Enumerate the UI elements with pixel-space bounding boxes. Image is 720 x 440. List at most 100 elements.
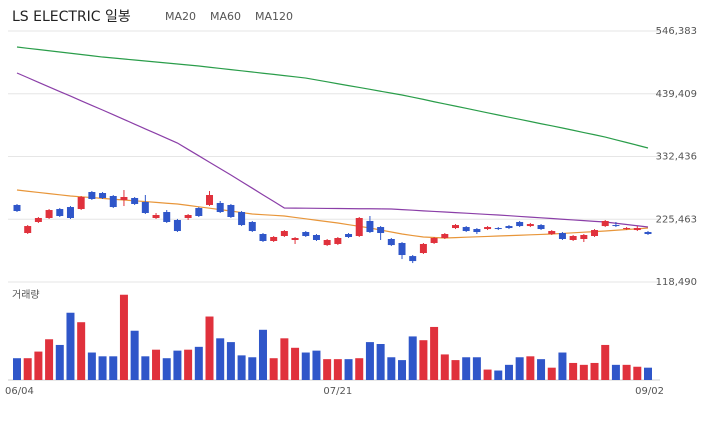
volume-bar bbox=[130, 330, 139, 380]
volume-bar bbox=[611, 364, 620, 380]
volume-bar bbox=[344, 359, 353, 380]
volume-bar bbox=[355, 358, 364, 380]
candle-body bbox=[216, 202, 224, 213]
volume-bar bbox=[291, 347, 300, 380]
volume-bar bbox=[141, 356, 150, 380]
volume-bar bbox=[205, 316, 214, 380]
volume-bar bbox=[483, 369, 492, 380]
candle-body bbox=[206, 195, 214, 205]
x-tick-label: 09/02 bbox=[635, 386, 664, 397]
volume-bar bbox=[248, 357, 257, 380]
volume-bar bbox=[66, 312, 75, 380]
volume-bar bbox=[494, 370, 503, 380]
candle-body bbox=[334, 237, 342, 244]
volume-bar bbox=[376, 344, 385, 380]
volume-bar bbox=[472, 357, 481, 380]
candle-body bbox=[163, 212, 171, 222]
candle-body bbox=[66, 207, 74, 218]
candle-body bbox=[430, 237, 438, 243]
candle-body bbox=[355, 217, 363, 237]
volume-bar bbox=[152, 349, 161, 380]
volume-bar bbox=[622, 364, 631, 380]
volume-bar bbox=[430, 326, 439, 380]
candle-body bbox=[409, 256, 417, 262]
candle-body bbox=[345, 234, 353, 238]
volume-bar bbox=[547, 367, 556, 380]
volume-bar bbox=[173, 350, 182, 380]
candle-body bbox=[526, 224, 534, 227]
volume-bar bbox=[87, 352, 96, 380]
candle-body bbox=[558, 233, 566, 239]
candle-body bbox=[88, 192, 96, 199]
x-tick-label: 07/21 bbox=[323, 386, 352, 397]
volume-bar bbox=[558, 352, 567, 380]
volume-bar bbox=[644, 367, 652, 380]
volume-bar bbox=[440, 354, 449, 380]
candle-body bbox=[109, 195, 117, 208]
volume-bar bbox=[515, 357, 524, 380]
y-tick-label: 118,490 bbox=[656, 277, 697, 288]
candle-body bbox=[302, 232, 310, 237]
candle-body bbox=[184, 215, 192, 218]
volume-bar bbox=[579, 364, 588, 380]
volume-bar bbox=[312, 350, 321, 380]
candle-body bbox=[633, 228, 641, 231]
volume-bar bbox=[451, 360, 460, 380]
candle-body bbox=[419, 243, 427, 254]
candle-body bbox=[387, 238, 395, 246]
ma-line bbox=[16, 46, 649, 149]
candle-body bbox=[291, 237, 299, 240]
volume-bar bbox=[462, 357, 471, 380]
ma-line bbox=[16, 72, 649, 228]
candle-body bbox=[120, 196, 128, 200]
volume-bar bbox=[569, 362, 578, 380]
candle-body bbox=[441, 234, 449, 238]
candle-body bbox=[248, 221, 256, 232]
candle-body bbox=[259, 234, 267, 241]
volume-bar bbox=[77, 322, 86, 380]
volume-bar bbox=[301, 352, 310, 380]
volume-bar bbox=[398, 360, 407, 380]
candle-body bbox=[644, 232, 652, 235]
candle-body bbox=[141, 201, 149, 214]
candle-body bbox=[516, 221, 524, 227]
volume-bar bbox=[13, 358, 21, 380]
volume-bar bbox=[98, 356, 107, 380]
candle-body bbox=[569, 236, 577, 240]
candle-body bbox=[377, 227, 385, 234]
candle-body bbox=[24, 226, 32, 234]
candle-body bbox=[548, 231, 556, 235]
y-tick-label: 439,409 bbox=[656, 89, 697, 100]
volume-bar bbox=[590, 362, 599, 380]
candle-body bbox=[601, 220, 609, 227]
volume-bar bbox=[34, 351, 43, 380]
volume-bar bbox=[237, 355, 246, 380]
volume-bar bbox=[109, 356, 118, 380]
volume-bar bbox=[365, 342, 374, 380]
candle-body bbox=[131, 197, 139, 204]
candle-body bbox=[45, 210, 53, 218]
volume-label: 거래량 bbox=[12, 289, 40, 301]
volume-bar bbox=[419, 340, 428, 380]
volume-bar bbox=[280, 338, 289, 380]
volume-bar bbox=[387, 357, 396, 380]
candle-body bbox=[462, 227, 470, 232]
volume-bar bbox=[119, 294, 128, 380]
volume-bar bbox=[226, 342, 235, 380]
candle-body bbox=[623, 228, 631, 230]
candle-body bbox=[505, 226, 513, 229]
volume-bar bbox=[526, 356, 535, 380]
candle-body bbox=[366, 220, 374, 233]
y-tick-label: 546,383 bbox=[656, 26, 697, 37]
candle-body bbox=[56, 209, 64, 217]
candle-body bbox=[537, 225, 545, 230]
candle-body bbox=[323, 239, 331, 246]
y-tick-label: 225,463 bbox=[656, 214, 697, 225]
volume-bar bbox=[55, 344, 64, 380]
candle-body bbox=[77, 196, 85, 210]
legend-entry: MA60 bbox=[210, 10, 241, 23]
candle-body bbox=[270, 237, 278, 241]
candle-body bbox=[494, 228, 502, 230]
volume-bar bbox=[323, 359, 332, 380]
candle-body bbox=[451, 225, 459, 229]
